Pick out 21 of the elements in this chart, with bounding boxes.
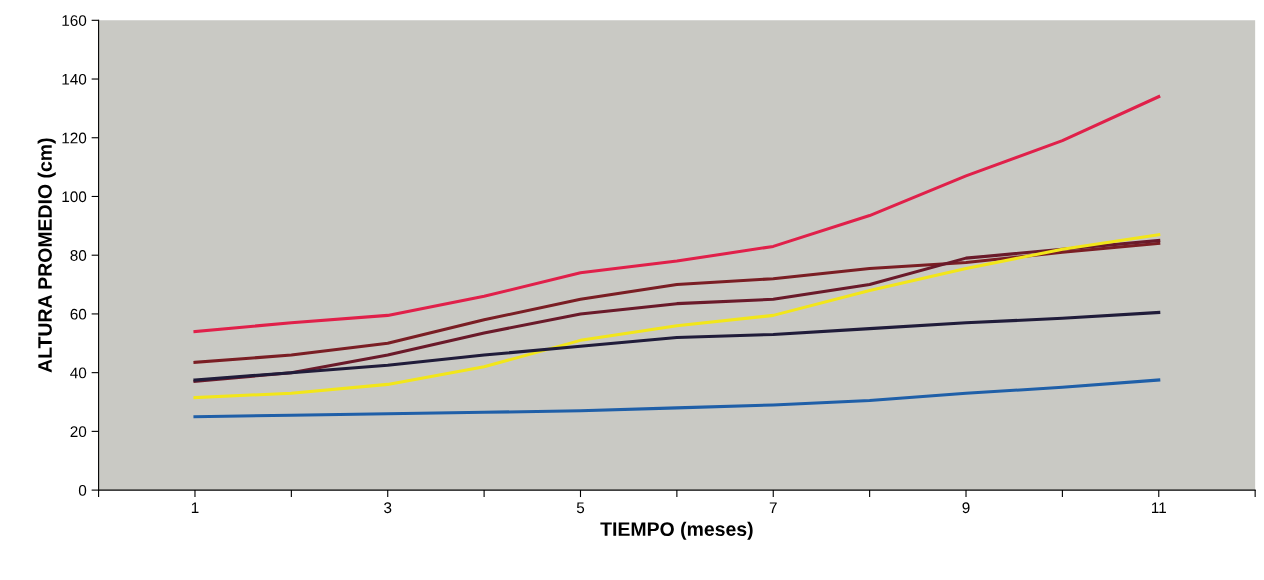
y-tick-label: 100 [62,191,87,203]
x-tick-label: 5 [576,502,585,514]
y-tick-label: 80 [70,250,87,261]
x-tick-label: 1 [191,502,199,513]
x-tick-label: 3 [384,502,392,514]
line-series [193,241,1161,364]
y-tick-label: 40 [70,367,87,379]
y-tick-label: 160 [62,15,87,26]
x-tick-label: 7 [769,502,777,513]
line-series [193,310,1161,382]
y-tick-label: 120 [62,132,87,144]
line-series [193,95,1161,334]
y-axis-title: ALTURA PROMEDIO (cm) [37,138,56,373]
x-tick-label: 9 [962,502,970,514]
x-tick-label: 11 [1152,502,1166,513]
y-tick-label: 0 [78,484,87,496]
y-tick-label: 140 [62,73,87,85]
y-tick-label: 20 [70,426,87,438]
line-series [193,378,1161,419]
y-tick-label: 60 [70,308,87,320]
x-axis-title: TIEMPO (meses) [600,521,753,540]
